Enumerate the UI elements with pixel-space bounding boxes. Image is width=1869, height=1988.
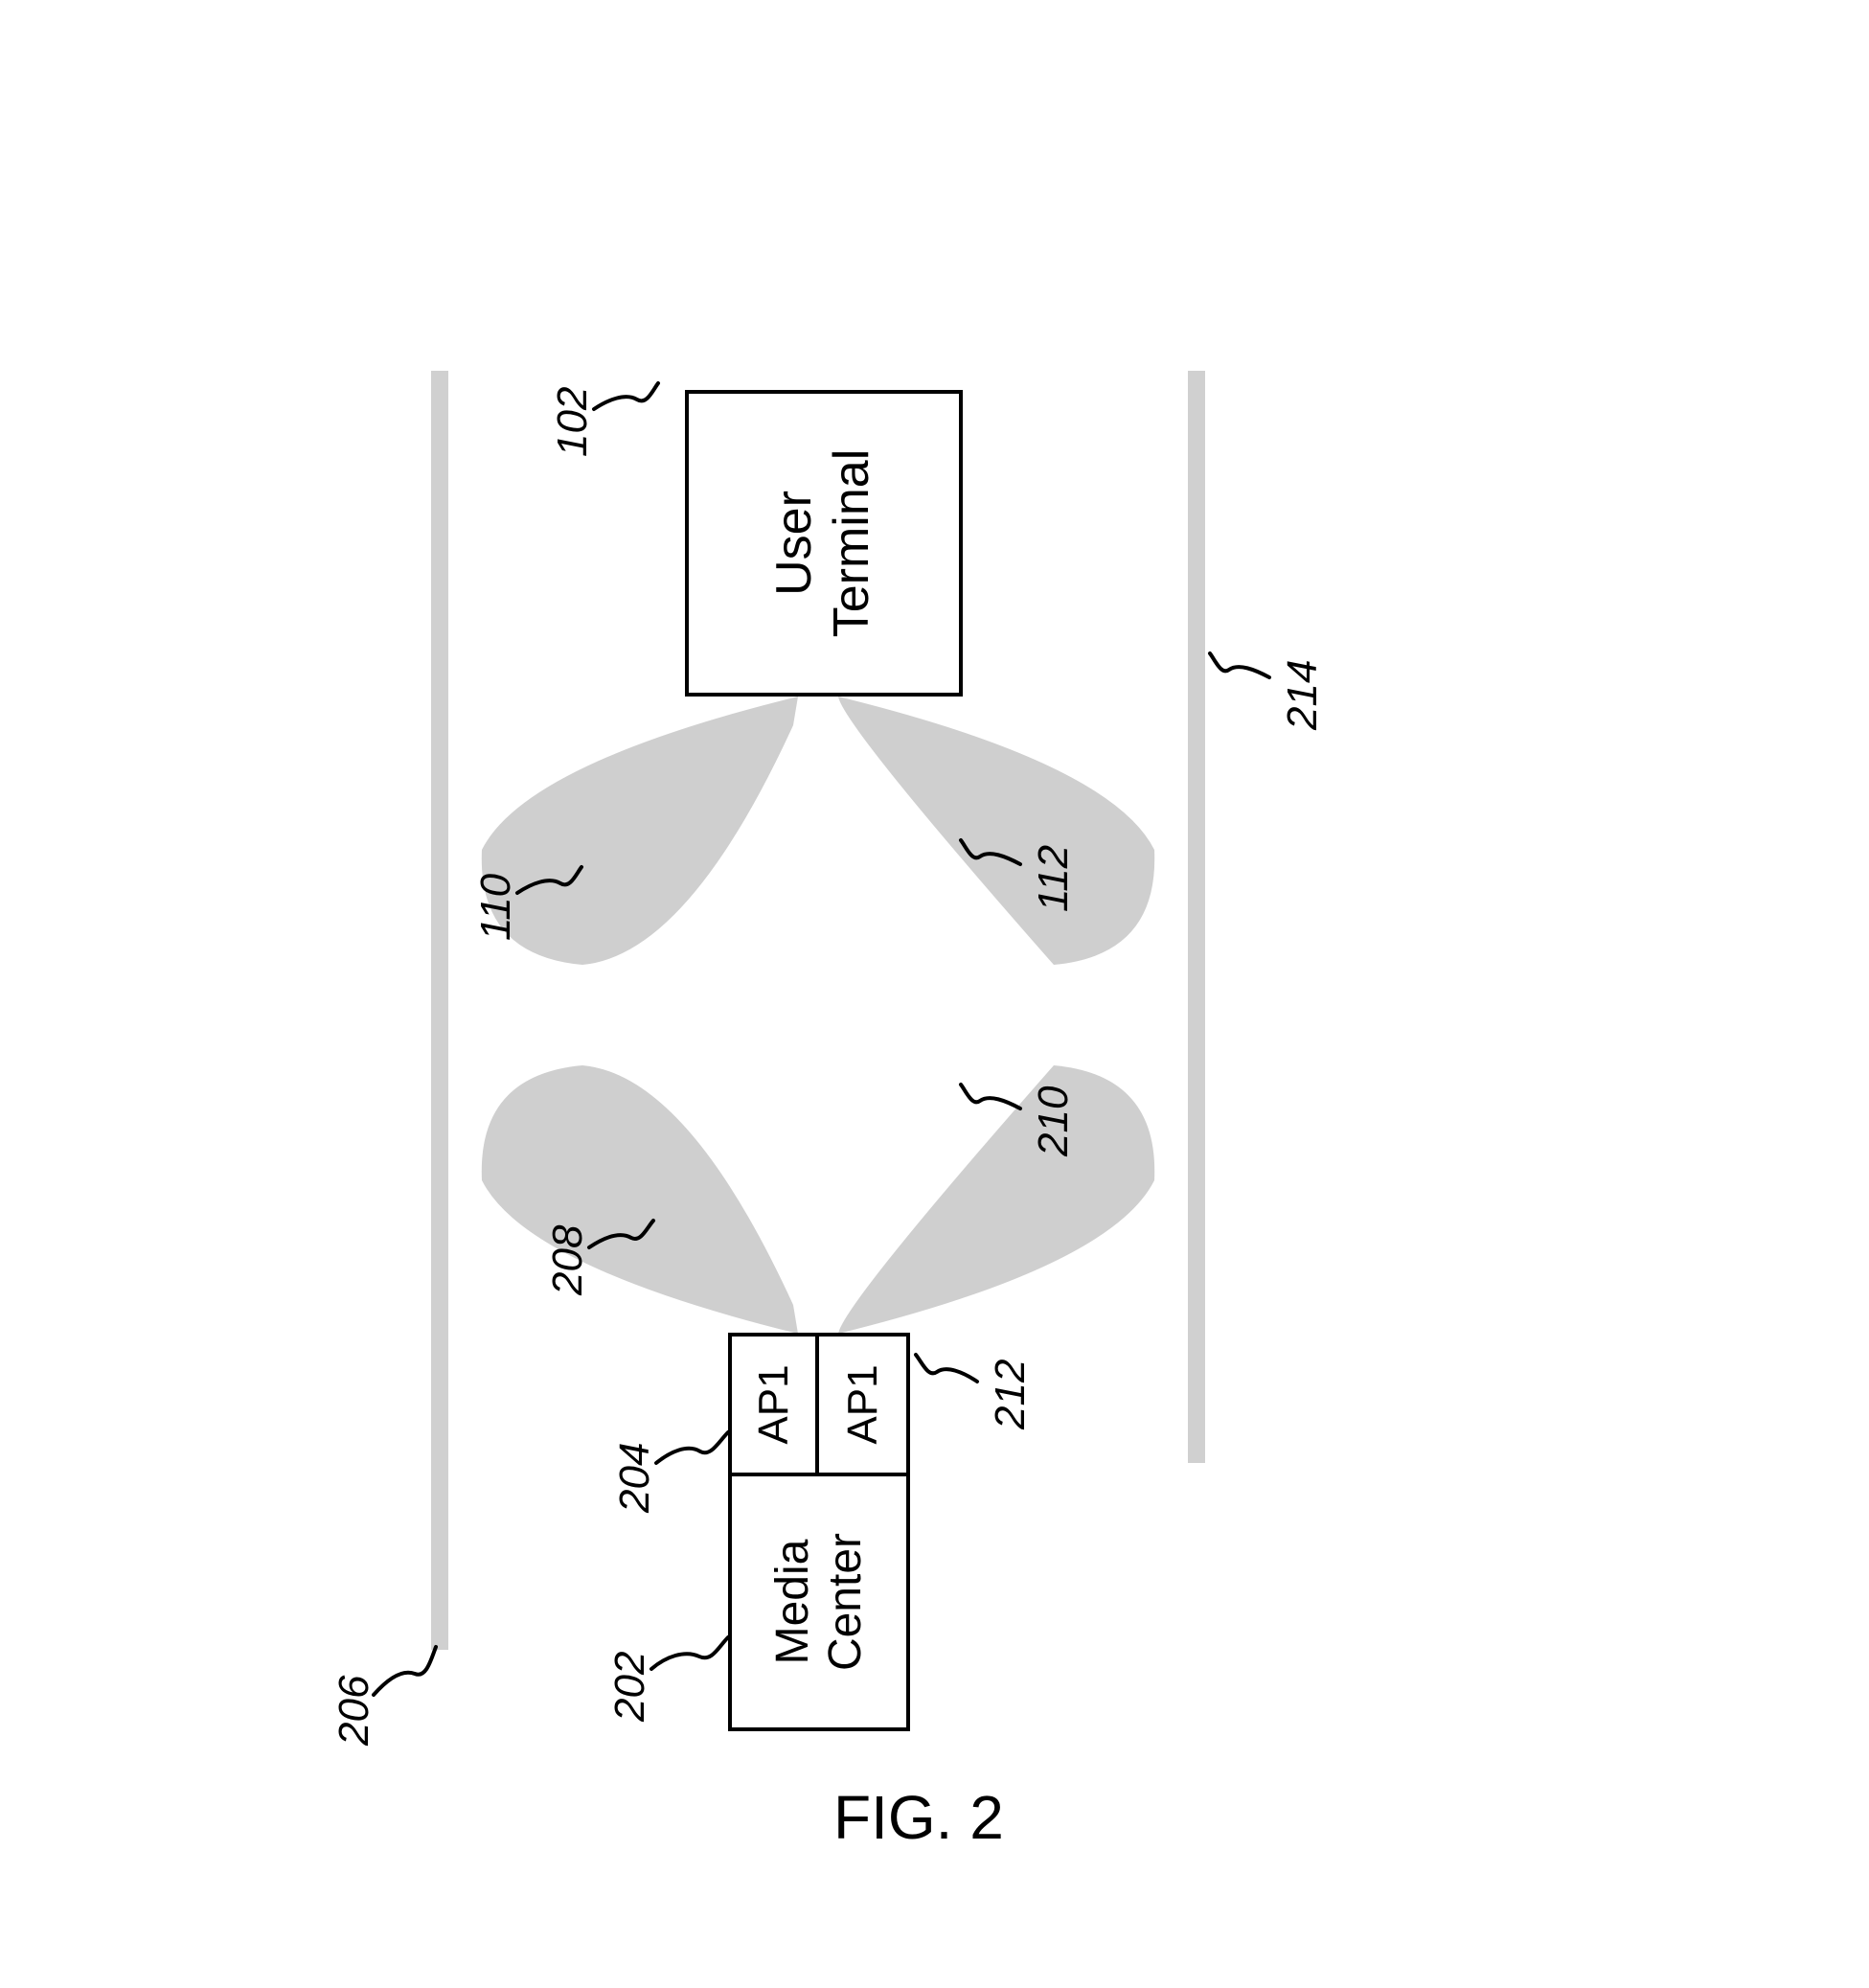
diagram-stage: Media Center AP1 AP1 User Terminal 206 2… xyxy=(168,227,1700,1760)
ref-202: 202 xyxy=(606,1652,654,1722)
leaders xyxy=(168,227,1509,1760)
ref-214: 214 xyxy=(1279,660,1327,730)
figure-label: FIG. 2 xyxy=(833,1782,1004,1853)
ref-210: 210 xyxy=(1030,1086,1078,1156)
ref-110: 110 xyxy=(472,874,520,941)
ref-208: 208 xyxy=(544,1225,592,1295)
ref-212: 212 xyxy=(987,1360,1035,1429)
ref-206: 206 xyxy=(330,1676,378,1746)
ref-102: 102 xyxy=(549,387,597,457)
ref-204: 204 xyxy=(611,1443,659,1513)
ref-112: 112 xyxy=(1030,845,1078,912)
